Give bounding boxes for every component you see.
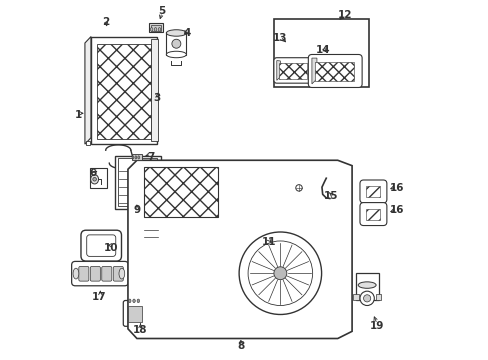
FancyBboxPatch shape bbox=[273, 58, 312, 83]
Text: 6: 6 bbox=[89, 168, 97, 178]
Ellipse shape bbox=[166, 51, 186, 58]
Ellipse shape bbox=[359, 291, 373, 306]
FancyBboxPatch shape bbox=[81, 230, 121, 261]
Text: 8: 8 bbox=[237, 341, 244, 351]
Ellipse shape bbox=[73, 268, 79, 279]
Bar bbox=[278, 63, 306, 78]
Polygon shape bbox=[85, 37, 91, 144]
Ellipse shape bbox=[154, 28, 157, 31]
Circle shape bbox=[273, 267, 286, 280]
Ellipse shape bbox=[357, 282, 375, 288]
Ellipse shape bbox=[128, 299, 131, 303]
Bar bbox=[86, 141, 90, 145]
Ellipse shape bbox=[158, 28, 161, 31]
Text: 17: 17 bbox=[92, 292, 106, 302]
FancyBboxPatch shape bbox=[359, 180, 386, 203]
FancyBboxPatch shape bbox=[123, 301, 147, 326]
Ellipse shape bbox=[150, 28, 153, 31]
Bar bbox=[273, 19, 368, 87]
FancyBboxPatch shape bbox=[308, 54, 362, 87]
FancyBboxPatch shape bbox=[86, 235, 116, 256]
Ellipse shape bbox=[138, 156, 139, 159]
Text: 4: 4 bbox=[183, 28, 190, 38]
Text: 11: 11 bbox=[261, 237, 276, 247]
FancyBboxPatch shape bbox=[102, 266, 112, 281]
Ellipse shape bbox=[254, 243, 273, 253]
Bar bbox=[131, 154, 142, 160]
FancyBboxPatch shape bbox=[359, 203, 386, 226]
Text: 3: 3 bbox=[153, 93, 160, 103]
Text: 16: 16 bbox=[389, 183, 404, 193]
Text: 18: 18 bbox=[133, 325, 147, 334]
Polygon shape bbox=[128, 160, 351, 338]
FancyBboxPatch shape bbox=[79, 266, 89, 281]
Circle shape bbox=[247, 241, 312, 306]
Ellipse shape bbox=[132, 156, 134, 159]
Bar bbox=[366, 186, 379, 197]
Ellipse shape bbox=[251, 241, 277, 255]
Bar bbox=[314, 62, 353, 81]
Bar bbox=[91, 37, 157, 144]
Ellipse shape bbox=[133, 299, 135, 303]
Text: 10: 10 bbox=[103, 243, 118, 253]
Bar bbox=[144, 167, 217, 217]
Text: 1: 1 bbox=[75, 111, 82, 121]
Polygon shape bbox=[276, 60, 280, 80]
FancyBboxPatch shape bbox=[72, 261, 128, 286]
Text: 2: 2 bbox=[102, 17, 109, 27]
Text: 12: 12 bbox=[337, 10, 351, 20]
Bar bbox=[375, 294, 381, 300]
Ellipse shape bbox=[171, 39, 181, 48]
Polygon shape bbox=[311, 58, 316, 84]
Bar bbox=[128, 306, 142, 321]
Text: 5: 5 bbox=[158, 6, 165, 17]
Bar bbox=[115, 156, 160, 209]
Text: 15: 15 bbox=[323, 191, 337, 201]
Text: 7: 7 bbox=[147, 152, 155, 162]
Bar bbox=[149, 23, 163, 32]
Text: 16: 16 bbox=[389, 206, 404, 216]
Circle shape bbox=[239, 232, 321, 315]
Text: 13: 13 bbox=[272, 33, 286, 43]
Bar bbox=[352, 294, 358, 300]
Ellipse shape bbox=[135, 156, 137, 159]
Text: 14: 14 bbox=[315, 45, 330, 55]
Bar bbox=[355, 273, 378, 300]
Ellipse shape bbox=[166, 30, 186, 36]
Circle shape bbox=[295, 185, 302, 191]
Text: 19: 19 bbox=[369, 321, 384, 331]
Ellipse shape bbox=[363, 295, 370, 302]
Ellipse shape bbox=[90, 175, 99, 184]
Ellipse shape bbox=[119, 268, 124, 279]
Ellipse shape bbox=[137, 299, 139, 303]
Bar bbox=[366, 209, 379, 220]
Bar bbox=[118, 158, 157, 206]
Bar bbox=[89, 168, 106, 188]
FancyBboxPatch shape bbox=[113, 266, 123, 281]
Bar bbox=[166, 32, 186, 55]
Bar bbox=[151, 40, 158, 140]
Bar bbox=[150, 25, 161, 31]
Bar bbox=[97, 44, 150, 139]
Text: 9: 9 bbox=[133, 206, 140, 216]
Ellipse shape bbox=[93, 177, 96, 181]
FancyBboxPatch shape bbox=[90, 266, 100, 281]
